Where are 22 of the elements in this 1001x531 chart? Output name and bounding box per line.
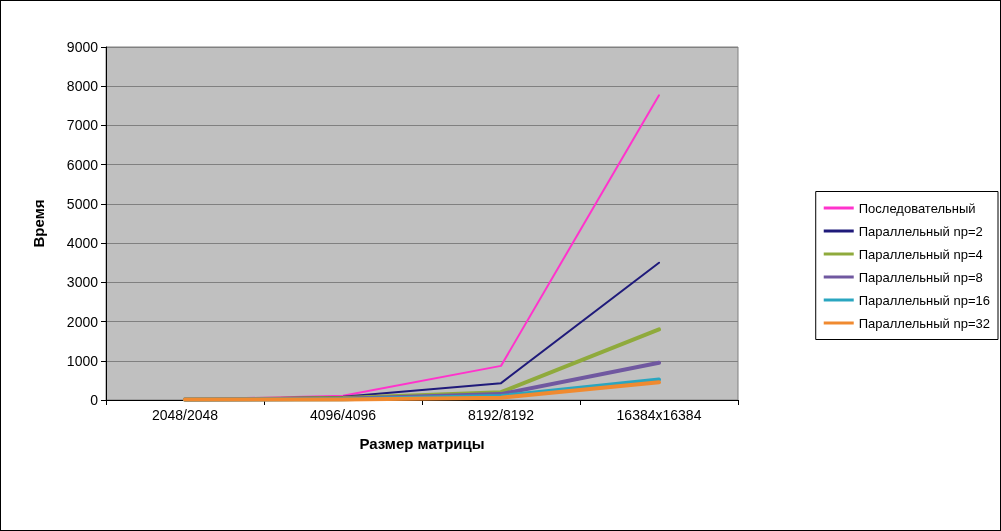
x-tick-label: 2048/2048 (151, 407, 219, 423)
y-tick-label: 4000 (66, 235, 99, 252)
x-tick-label: 8192/8192 (467, 407, 535, 423)
legend-label: Параллельный np=4 (858, 246, 983, 262)
x-tick-label: 16384x16384 (616, 407, 702, 423)
legend-label: Параллельный np=8 (858, 269, 983, 285)
y-tick-label: 7000 (66, 117, 99, 134)
y-tick-label: 3000 (66, 274, 99, 291)
x-axis-title: Размер матрицы (359, 435, 485, 452)
x-tick-label: 4096/4096 (309, 407, 377, 423)
y-tick-label: 9000 (66, 39, 99, 55)
y-tick-label: 8000 (66, 78, 99, 95)
y-tick-label: 0 (90, 392, 99, 408)
legend-label: Параллельный np=32 (858, 315, 991, 331)
legend-label: Последовательный (858, 200, 976, 216)
y-tick-label: 1000 (66, 352, 99, 369)
y-tick-label: 6000 (66, 156, 99, 173)
legend-label: Параллельный np=2 (858, 223, 983, 239)
y-tick-label: 5000 (66, 195, 99, 212)
y-axis-title: Время (30, 199, 47, 248)
legend-label: Параллельный np=16 (858, 292, 991, 308)
y-tick-label: 2000 (66, 313, 99, 330)
